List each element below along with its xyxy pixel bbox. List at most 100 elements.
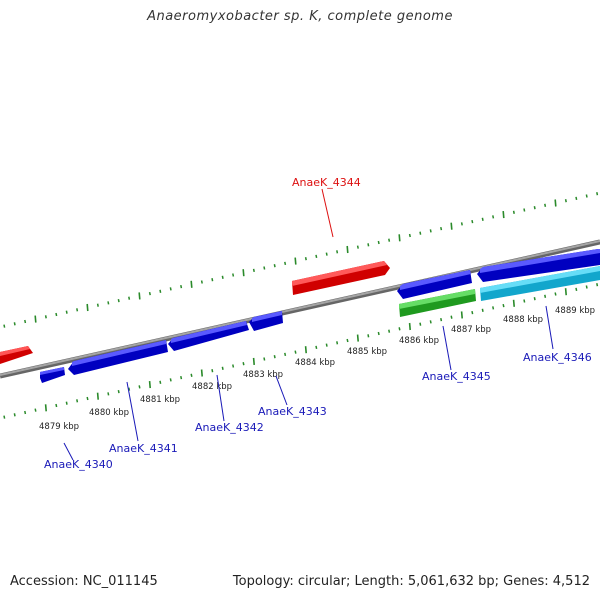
major-tick — [398, 234, 401, 242]
major-tick — [138, 292, 141, 300]
gene-arrow-4345-blue[interactable] — [397, 270, 472, 299]
minor-tick — [346, 338, 349, 343]
minor-tick — [367, 243, 370, 247]
major-tick — [460, 311, 463, 319]
gene-labels: AnaeK_4340 AnaeK_4341 AnaeK_4342 AnaeK_4… — [44, 176, 592, 471]
gene-label-4345[interactable]: AnaeK_4345 — [422, 370, 491, 383]
gene-label-4341[interactable]: AnaeK_4341 — [109, 442, 178, 455]
minor-tick — [159, 380, 162, 384]
label-leader-lines — [63, 188, 554, 461]
minor-tick — [96, 303, 99, 307]
minor-tick — [3, 415, 6, 419]
minor-tick — [107, 392, 110, 396]
major-tick — [356, 334, 359, 342]
accession-text: Accession: NC_011145 — [10, 574, 158, 589]
minor-tick — [65, 401, 68, 405]
minor-tick — [242, 362, 245, 366]
leader-4346 — [545, 305, 554, 350]
major-tick — [34, 315, 37, 323]
minor-tick — [450, 315, 453, 319]
minor-tick — [252, 268, 255, 273]
major-tick — [450, 222, 453, 230]
minor-tick — [86, 396, 89, 401]
gene-arrow-4341[interactable] — [68, 340, 168, 375]
minor-tick — [3, 324, 6, 328]
minor-tick — [211, 369, 214, 373]
minor-tick — [419, 322, 422, 326]
minor-tick — [429, 229, 432, 233]
gene-arrow-4346-cyan[interactable] — [480, 266, 600, 301]
major-tick — [86, 303, 89, 312]
minor-tick — [107, 301, 110, 305]
minor-tick — [24, 319, 27, 324]
minor-tick — [211, 278, 214, 282]
gene-arrow-small-4340-prev[interactable] — [40, 367, 65, 383]
minor-tick — [284, 352, 287, 357]
minor-tick — [34, 408, 37, 412]
minor-tick — [533, 297, 536, 301]
minor-tick — [419, 231, 422, 235]
minor-tick — [76, 399, 79, 403]
minor-tick — [76, 308, 79, 312]
minor-tick — [336, 341, 339, 345]
gene-arrow-4346-blue[interactable] — [477, 249, 600, 282]
minor-tick — [523, 208, 526, 212]
minor-tick — [190, 373, 193, 377]
gene-label-4346[interactable]: AnaeK_4346 — [523, 351, 592, 364]
minor-tick — [24, 410, 27, 415]
gene-label-4342[interactable]: AnaeK_4342 — [195, 421, 264, 434]
major-tick — [294, 257, 297, 265]
minor-tick — [460, 222, 463, 226]
minor-tick — [138, 385, 141, 389]
minor-tick — [377, 240, 380, 245]
minor-tick — [315, 254, 318, 259]
kbp-label: 4887 kbp — [451, 325, 491, 335]
gene-label-4343[interactable]: AnaeK_4343 — [258, 405, 327, 418]
minor-tick — [325, 252, 328, 256]
major-tick — [148, 381, 151, 389]
inner-tick-row — [3, 283, 599, 419]
minor-tick — [263, 266, 266, 270]
outer-tick-row — [3, 192, 599, 328]
leader-4342 — [216, 374, 225, 422]
minor-tick — [544, 203, 547, 207]
gene-arrow-reverse-left[interactable] — [0, 346, 33, 364]
kbp-label: 4883 kbp — [243, 370, 283, 380]
minor-tick — [492, 215, 495, 219]
minor-tick — [388, 238, 391, 242]
minor-tick — [232, 273, 235, 277]
leader-4345 — [442, 325, 452, 371]
minor-tick — [471, 310, 474, 315]
minor-tick — [596, 192, 599, 196]
minor-tick — [180, 284, 183, 289]
minor-tick — [273, 355, 276, 359]
major-tick — [408, 322, 411, 331]
minor-tick — [13, 322, 16, 326]
minor-tick — [148, 291, 151, 296]
major-tick — [512, 299, 515, 307]
major-tick — [252, 357, 255, 365]
minor-tick — [377, 331, 380, 336]
major-tick — [304, 346, 307, 354]
major-tick — [242, 269, 245, 277]
gene-arrow-4342[interactable] — [168, 321, 249, 351]
gene-label-4344[interactable]: AnaeK_4344 — [292, 176, 361, 189]
minor-tick — [585, 194, 588, 198]
major-tick — [554, 199, 557, 207]
gene-arrow-4345-green[interactable] — [399, 289, 476, 317]
major-tick — [44, 404, 47, 412]
minor-tick — [180, 375, 183, 380]
gene-arrow-4343[interactable] — [249, 311, 283, 331]
minor-tick — [575, 196, 578, 201]
leader-4343 — [275, 375, 288, 406]
major-tick — [96, 392, 99, 400]
minor-tick — [440, 226, 443, 231]
minor-tick — [492, 306, 495, 310]
gene-arrow-4344[interactable] — [292, 261, 390, 295]
kbp-label: 4882 kbp — [192, 382, 232, 392]
minor-tick — [169, 378, 172, 382]
genome-backbone-highlight — [0, 240, 600, 376]
minor-tick — [294, 350, 297, 354]
kbp-label: 4881 kbp — [140, 395, 180, 405]
gene-label-4340[interactable]: AnaeK_4340 — [44, 458, 113, 471]
